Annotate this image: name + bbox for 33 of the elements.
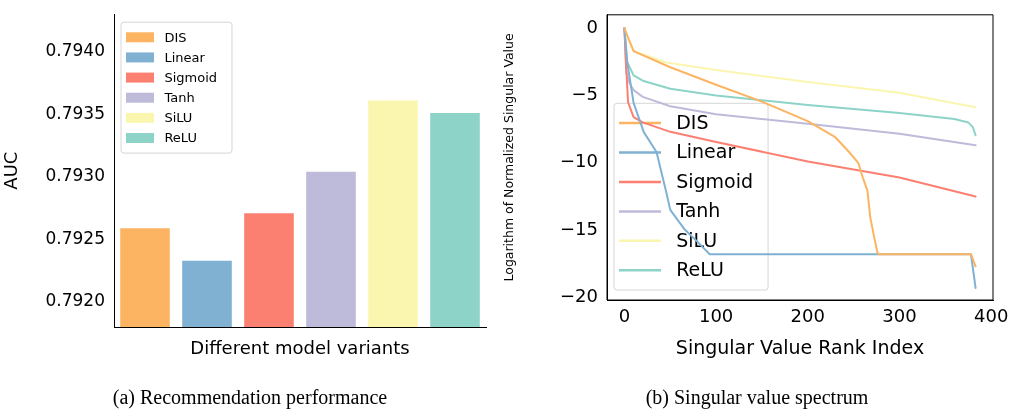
- legend-label: Sigmoid: [164, 69, 218, 85]
- x-tick-label: 300: [882, 305, 917, 327]
- x-tick-label: 100: [698, 305, 734, 327]
- legend-label: SiLU: [676, 228, 718, 251]
- text: (b) Singular value spectrum: [644, 386, 870, 409]
- y-tick-label: 0.7930: [45, 165, 105, 186]
- y-tick-label: −5: [571, 83, 598, 105]
- x-tick-label: 200: [790, 305, 825, 327]
- legend-label: Tanh: [163, 90, 195, 106]
- y-axis-title: Logarithm of Normalized Singular Value: [500, 32, 516, 282]
- text: (a) Recommendation performance: [111, 386, 389, 409]
- legend-label: DIS: [676, 110, 709, 133]
- y-tick-label: 0.7940: [45, 40, 105, 61]
- x-axis-title: Singular Value Rank Index: [675, 335, 925, 358]
- y-tick-label: 0.7935: [45, 102, 105, 123]
- y-tick-label: −10: [560, 150, 598, 172]
- legend-label: SiLU: [164, 110, 193, 126]
- legend-label: Linear: [164, 49, 206, 65]
- legend-label: Linear: [676, 140, 736, 163]
- legend-label: ReLU: [676, 258, 724, 281]
- legend-label: Sigmoid: [676, 169, 754, 192]
- y-tick-label: 0: [586, 15, 598, 37]
- y-axis-title: AUC: [0, 151, 22, 190]
- y-tick-label: 0.7920: [45, 290, 105, 311]
- y-tick-label: 0.7925: [45, 227, 105, 248]
- legend-label: ReLU: [164, 130, 197, 146]
- legend-label: Tanh: [675, 199, 721, 222]
- y-tick-label: −20: [560, 284, 598, 306]
- x-tick-label: 400: [973, 305, 1009, 327]
- y-tick-label: −15: [560, 217, 598, 239]
- legend-label: DIS: [164, 29, 187, 45]
- x-tick-label: 0: [618, 305, 631, 327]
- x-axis-title: Different model variants: [190, 336, 410, 358]
